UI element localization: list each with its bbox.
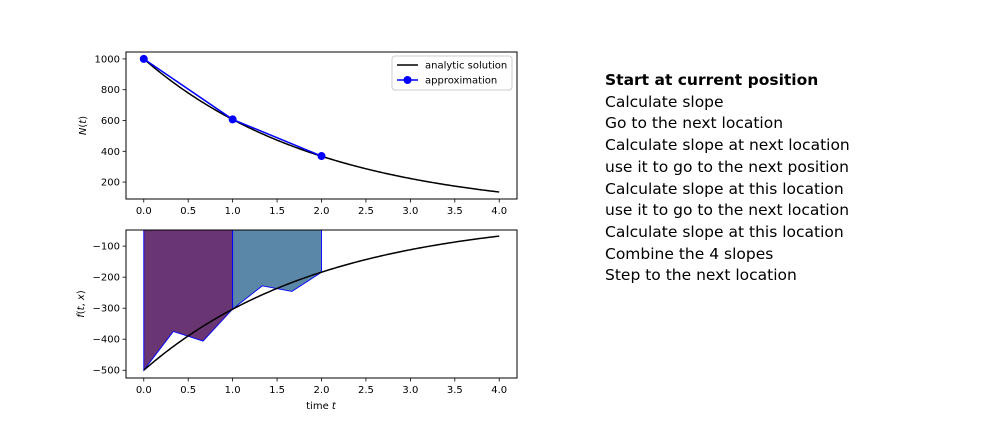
y-tick-label: 800 [101, 85, 120, 96]
derivative-curve [143, 235, 500, 371]
x-tick-label: 3.5 [447, 206, 463, 217]
y-tick-label: −300 [93, 304, 120, 315]
legend-box [391, 55, 513, 91]
legend-label-approximation: approximation [425, 76, 497, 87]
bottom-xlabel: time t [306, 401, 337, 412]
step-item: Calculate slope at this location [605, 222, 844, 241]
step-item: use it to go to the next location [605, 201, 850, 220]
step-item: Step to the next location [605, 266, 797, 285]
approximation-point [139, 54, 148, 63]
x-tick-label: 0.0 [136, 385, 152, 396]
y-tick-label: −400 [93, 335, 120, 346]
bottom-ylabel: f(t, x) [76, 290, 87, 318]
step-item: use it to go to the next position [605, 157, 849, 176]
y-tick-label: 600 [101, 116, 120, 127]
step-item: Calculate slope at this location [605, 179, 844, 198]
x-tick-label: 0.5 [180, 385, 196, 396]
approximation-point [317, 152, 326, 161]
x-tick-label: 2.5 [358, 385, 374, 396]
steps-list: Start at current position Calculate slop… [605, 70, 850, 287]
approximation-line [143, 58, 322, 157]
x-tick-label: 1.0 [225, 385, 241, 396]
x-tick-label: 4.0 [491, 206, 507, 217]
x-tick-label: 2.5 [358, 206, 374, 217]
y-tick-label: −100 [93, 242, 120, 253]
y-tick-label: 1000 [95, 54, 120, 65]
x-tick-label: 2.0 [314, 385, 330, 396]
legend: analytic solution approximation [391, 55, 513, 91]
top-axes: 0.0 0.5 1.0 1.5 2.0 2.5 3.0 3.5 4.0 200 400 600 800 1… [78, 51, 518, 217]
y-tick-label: −500 [93, 366, 120, 377]
bottom-axes: 0.0 0.5 1.0 1.5 2.0 2.5 3.0 3.5 4.0 −100 −200 −300 −… [76, 229, 518, 412]
top-axes-frame [125, 51, 518, 200]
x-tick-label: 0.5 [180, 206, 196, 217]
x-tick-label: 1.5 [269, 206, 285, 217]
slope-region-1 [143, 230, 233, 371]
x-tick-label: 2.0 [314, 206, 330, 217]
step-item: Start at current position [605, 71, 819, 89]
x-tick-label: 3.0 [402, 206, 418, 217]
approximation-point [228, 115, 237, 124]
y-tick-label: −200 [93, 273, 120, 284]
x-tick-label: 4.0 [491, 385, 507, 396]
x-tick-label: 0.0 [136, 206, 152, 217]
step-item: Go to the next location [605, 114, 784, 133]
x-tick-label: 1.0 [225, 206, 241, 217]
x-tick-label: 1.5 [269, 385, 285, 396]
bottom-axes-frame [125, 229, 518, 379]
y-tick-label: 200 [101, 178, 120, 189]
step-item: Combine the 4 slopes [605, 244, 774, 263]
y-tick-label: 400 [101, 147, 120, 158]
top-ylabel: N(t) [78, 116, 89, 135]
slope-region-2 [232, 230, 322, 310]
legend-marker-approximation [403, 76, 412, 84]
x-tick-label: 3.5 [447, 385, 463, 396]
step-item: Calculate slope at next location [605, 136, 850, 155]
legend-label-analytic: analytic solution [425, 61, 507, 72]
x-tick-label: 3.0 [402, 385, 418, 396]
step-item: Calculate slope [605, 92, 724, 111]
